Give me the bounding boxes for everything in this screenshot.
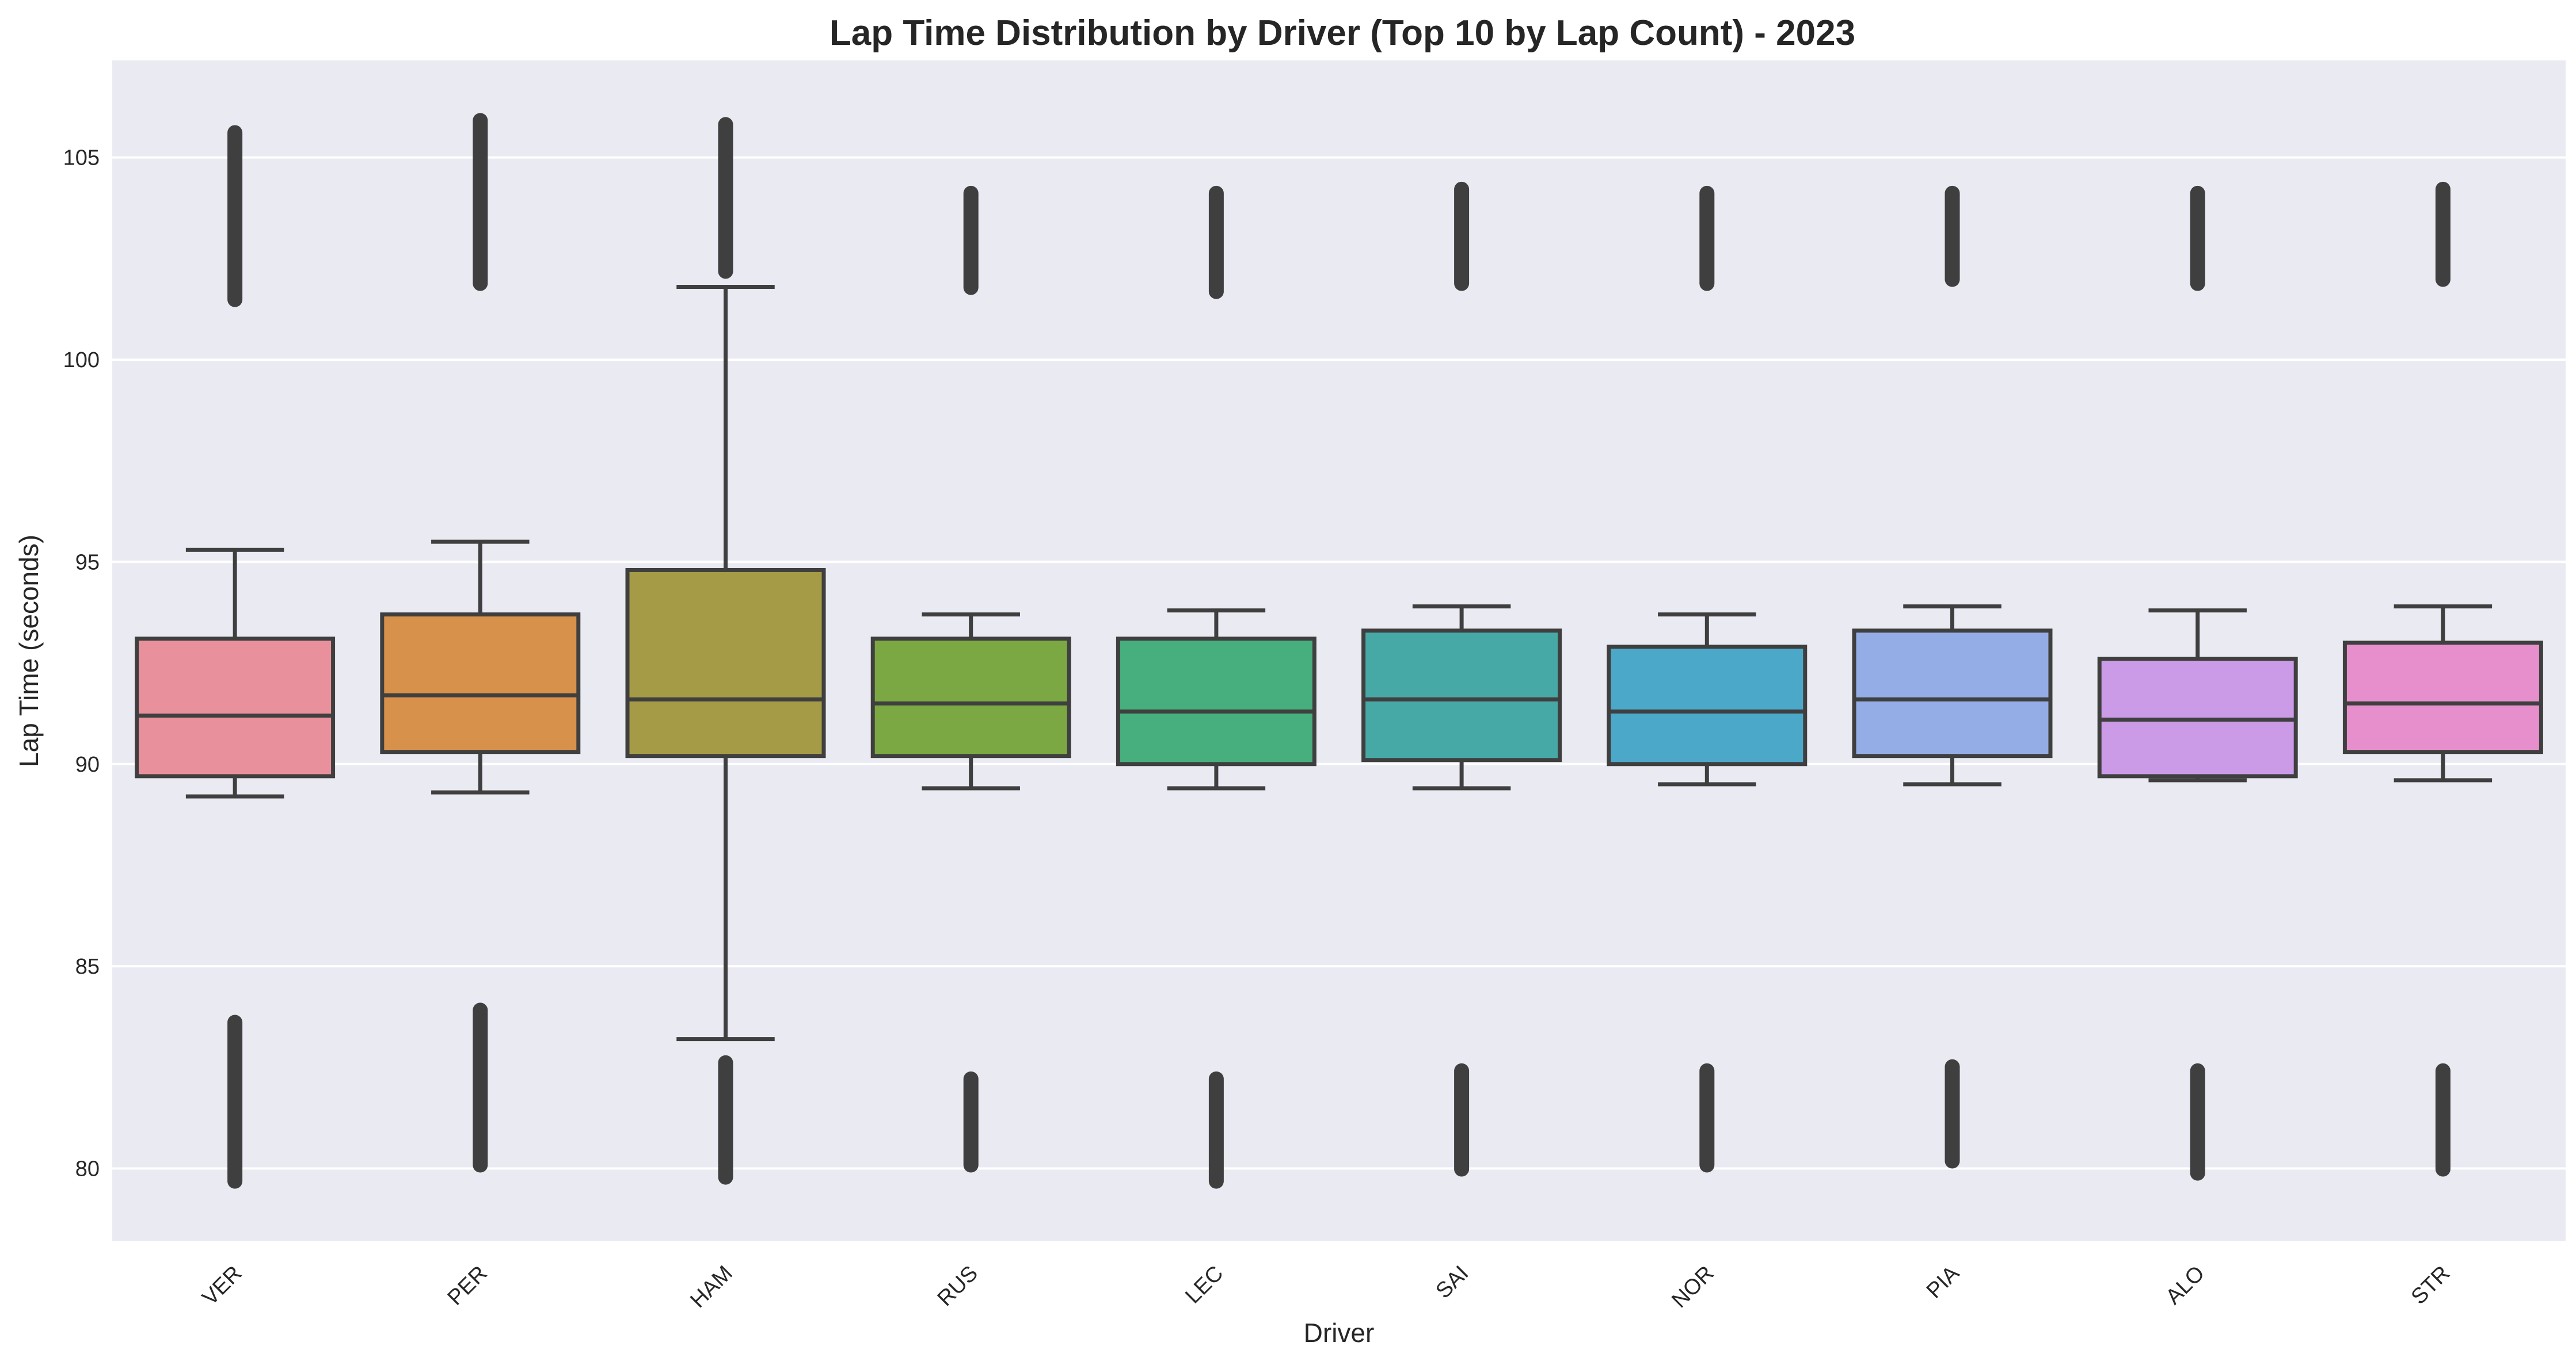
box-body	[2342, 640, 2543, 754]
gridlines	[112, 156, 2566, 1170]
x-tick-label-str: STR	[2407, 1261, 2455, 1309]
box-str	[2342, 181, 2543, 1177]
x-axis-label: Driver	[1304, 1318, 1375, 1348]
box-body	[380, 612, 581, 754]
x-tick-label-sai: SAI	[1431, 1261, 1473, 1303]
low-outliers	[1699, 1063, 1715, 1173]
boxes	[135, 113, 2543, 1189]
box-body	[1361, 628, 1562, 762]
high-outliers	[1208, 185, 1224, 299]
x-tick-label-pia: PIA	[1922, 1261, 1964, 1303]
low-outliers	[473, 1002, 488, 1173]
box-ham	[625, 117, 826, 1185]
box-per	[380, 113, 581, 1173]
box-body	[1607, 645, 1808, 767]
y-tick-label: 90	[75, 753, 100, 777]
y-tick-label: 95	[75, 550, 100, 574]
high-outliers	[718, 117, 733, 279]
x-tick-label-per: PER	[443, 1261, 492, 1310]
box-body	[870, 636, 1071, 758]
box-pia	[1852, 185, 2053, 1169]
box-body	[1116, 636, 1316, 767]
y-tick-label: 80	[75, 1157, 100, 1181]
x-tick-label-rus: RUS	[933, 1261, 983, 1311]
low-outliers	[227, 1015, 243, 1189]
high-outliers	[2190, 185, 2205, 291]
x-tick-label-alo: ALO	[2162, 1261, 2209, 1309]
box-body	[135, 636, 336, 779]
high-outliers	[1699, 185, 1715, 291]
box-body	[2097, 657, 2298, 779]
low-outliers	[2435, 1063, 2451, 1177]
low-outliers	[1454, 1063, 1470, 1177]
low-outliers	[963, 1071, 979, 1173]
high-outliers	[473, 113, 488, 291]
x-tick-label-nor: NOR	[1667, 1261, 1718, 1313]
low-outliers	[1208, 1071, 1224, 1189]
y-axis-label: Lap Time (seconds)	[14, 535, 44, 767]
x-tick-label-lec: LEC	[1181, 1261, 1228, 1309]
y-tick-label: 85	[75, 955, 100, 979]
y-tick-labels: 80 85 90 95 100 105	[63, 146, 100, 1181]
box-alo	[2097, 185, 2298, 1181]
high-outliers	[1454, 181, 1470, 291]
high-outliers	[2435, 181, 2451, 287]
low-outliers	[2190, 1063, 2205, 1181]
low-outliers	[1945, 1059, 1960, 1169]
x-tick-label-ver: VER	[198, 1261, 247, 1310]
y-tick-label: 105	[63, 146, 100, 170]
box-ver	[135, 125, 336, 1189]
high-outliers	[227, 125, 243, 307]
box-sai	[1361, 181, 1562, 1177]
low-outliers	[718, 1055, 733, 1185]
x-tick-labels: VER PER HAM RUS LEC SAI NOR PIA ALO STR	[198, 1261, 2455, 1313]
box-lec	[1116, 185, 1316, 1189]
x-tick-label-ham: HAM	[686, 1261, 737, 1313]
high-outliers	[963, 185, 979, 295]
high-outliers	[1945, 185, 1960, 287]
chart-title: Lap Time Distribution by Driver (Top 10 …	[830, 13, 1855, 53]
box-nor	[1607, 185, 1808, 1173]
box-rus	[870, 185, 1071, 1173]
y-tick-label: 100	[63, 348, 100, 372]
box-body	[625, 567, 826, 758]
box-body	[1852, 628, 2053, 758]
